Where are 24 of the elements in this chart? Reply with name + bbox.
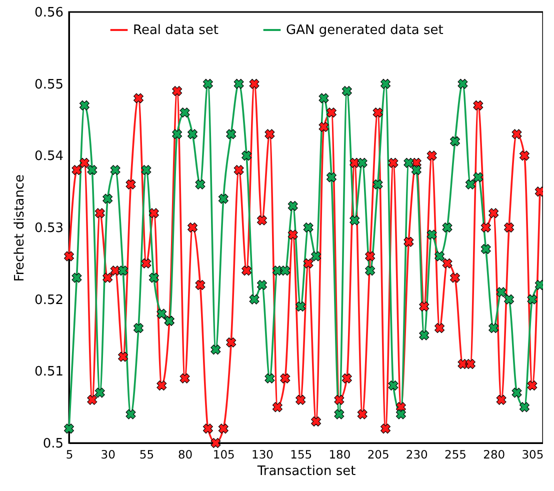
x-tick-label: 55 — [139, 448, 154, 462]
x-tick-label: 305 — [522, 448, 544, 462]
legend-label: Real data set — [133, 23, 218, 38]
x-tick-label: 30 — [100, 448, 116, 462]
y-axis-title: Frechet distance — [12, 174, 28, 282]
x-tick-label: 105 — [212, 448, 235, 462]
x-tick-label: 180 — [328, 448, 351, 462]
y-tick-label: 0.56 — [34, 6, 64, 20]
x-tick-label: 205 — [367, 448, 390, 462]
legend-label: GAN generated data set — [286, 23, 444, 38]
y-tick-label: 0.55 — [34, 77, 64, 92]
x-tick-label: 155 — [290, 448, 312, 462]
x-tick-label: 280 — [483, 448, 506, 462]
x-tick-label: 255 — [444, 448, 466, 462]
y-tick-label: 0.51 — [34, 364, 64, 380]
x-tick-label: 130 — [252, 448, 274, 462]
x-axis-title: Transaction set — [256, 464, 356, 479]
x-tick-label: 5 — [66, 448, 74, 462]
y-tick-label: 0.52 — [34, 292, 64, 308]
y-tick-label: 0.5 — [42, 436, 64, 452]
y-tick-label: 0.53 — [34, 221, 64, 236]
y-tick-label: 0.54 — [34, 149, 64, 164]
x-tick-label: 80 — [178, 448, 193, 462]
x-tick-label: 230 — [406, 448, 428, 462]
